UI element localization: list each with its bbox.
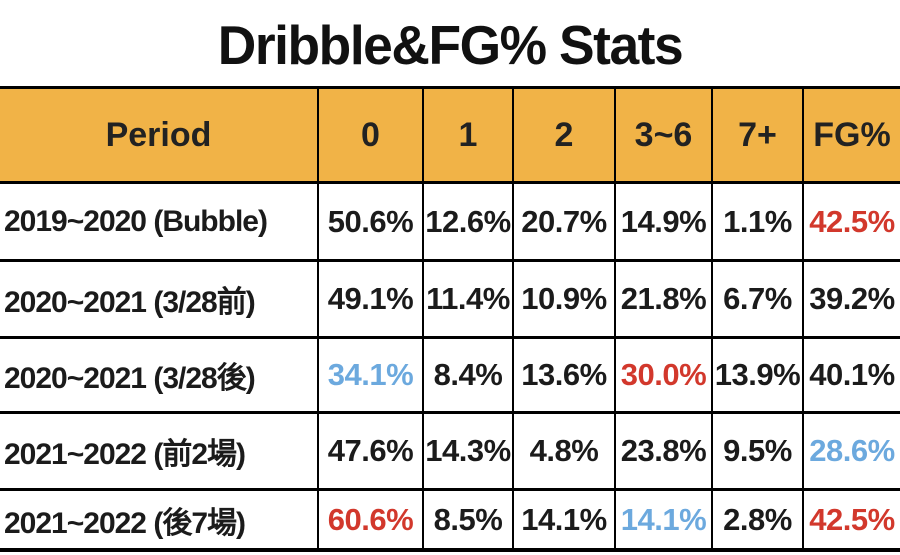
header-row: Period 0 1 2 3~6 7+ FG% — [0, 86, 900, 184]
period-cell: 2020~2021 (3/28後) — [0, 337, 318, 414]
stat-cell: 14.1% — [614, 489, 712, 552]
stat-cell: 9.5% — [711, 412, 803, 491]
col-header-7plus-dribbles: 7+ — [711, 86, 803, 184]
stats-table: Period 0 1 2 3~6 7+ FG% 2019~2020 (Bubbl… — [0, 86, 900, 552]
stat-cell: 6.7% — [711, 260, 803, 339]
page-title: Dribble&FG% Stats — [217, 14, 684, 76]
stat-cell: 42.5% — [802, 182, 900, 262]
stat-cell: 8.4% — [422, 337, 513, 414]
period-cell: 2021~2022 (後7場) — [0, 489, 318, 552]
stat-cell: 4.8% — [512, 412, 615, 491]
stat-cell: 10.9% — [512, 260, 615, 339]
col-header-0-dribbles: 0 — [317, 86, 423, 184]
stat-cell: 11.4% — [422, 260, 513, 339]
stat-cell: 28.6% — [802, 412, 900, 491]
stat-cell: 1.1% — [711, 182, 803, 262]
stat-cell: 13.9% — [711, 337, 803, 414]
stat-cell: 8.5% — [422, 489, 513, 552]
stat-cell: 14.3% — [422, 412, 513, 491]
table-row: 2020~2021 (3/28後) 34.1% 8.4% 13.6% 30.0%… — [0, 337, 900, 414]
col-header-fg-pct: FG% — [802, 86, 900, 184]
stat-cell: 14.9% — [614, 182, 712, 262]
stat-cell: 12.6% — [422, 182, 513, 262]
stat-cell: 34.1% — [317, 337, 423, 414]
table-row: 2021~2022 (前2場) 47.6% 14.3% 4.8% 23.8% 9… — [0, 412, 900, 491]
col-header-period: Period — [0, 86, 318, 184]
stat-cell: 47.6% — [317, 412, 423, 491]
col-header-1-dribble: 1 — [422, 86, 513, 184]
stat-cell: 2.8% — [711, 489, 803, 552]
stat-cell: 30.0% — [614, 337, 712, 414]
stat-cell: 40.1% — [802, 337, 900, 414]
stat-cell: 39.2% — [802, 260, 900, 339]
stat-cell: 42.5% — [802, 489, 900, 552]
table-row: 2019~2020 (Bubble) 50.6% 12.6% 20.7% 14.… — [0, 182, 900, 262]
period-cell: 2019~2020 (Bubble) — [0, 182, 318, 262]
col-header-2-dribbles: 2 — [512, 86, 615, 184]
period-cell: 2021~2022 (前2場) — [0, 412, 318, 491]
period-cell: 2020~2021 (3/28前) — [0, 260, 318, 339]
stat-cell: 21.8% — [614, 260, 712, 339]
col-header-3-6-dribbles: 3~6 — [614, 86, 712, 184]
stat-cell: 14.1% — [512, 489, 615, 552]
stat-cell: 13.6% — [512, 337, 615, 414]
table-row: 2020~2021 (3/28前) 49.1% 11.4% 10.9% 21.8… — [0, 260, 900, 339]
stat-cell: 23.8% — [614, 412, 712, 491]
stat-cell: 49.1% — [317, 260, 423, 339]
stat-cell: 50.6% — [317, 182, 423, 262]
stat-cell: 20.7% — [512, 182, 615, 262]
table-row: 2021~2022 (後7場) 60.6% 8.5% 14.1% 14.1% 2… — [0, 489, 900, 552]
stat-cell: 60.6% — [317, 489, 423, 552]
